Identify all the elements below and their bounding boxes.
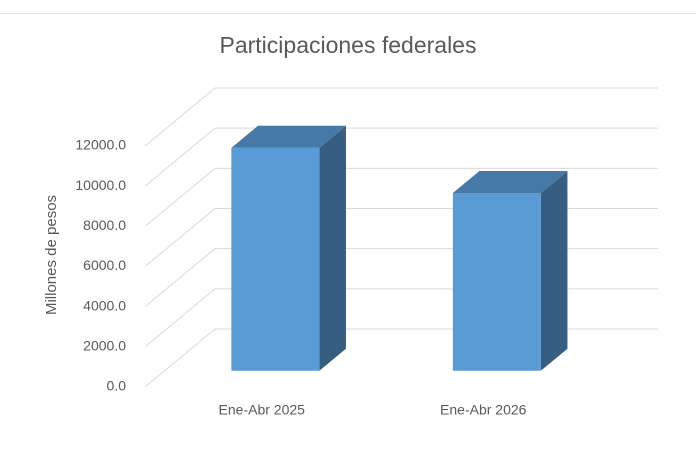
y-tick-label: 12000.0 bbox=[75, 137, 126, 153]
grid-line bbox=[144, 87, 658, 147]
y-tick-label: 8000.0 bbox=[83, 217, 126, 233]
bar-side bbox=[319, 125, 346, 371]
bar-top bbox=[452, 170, 568, 194]
grid-line bbox=[144, 167, 658, 227]
x-tick-label: Ene-Abr 2025 bbox=[219, 402, 306, 418]
y-tick-label: 6000.0 bbox=[83, 257, 126, 273]
grid-line bbox=[144, 288, 658, 348]
y-tick-label: 10000.0 bbox=[75, 177, 126, 193]
bar bbox=[452, 193, 541, 371]
bar-side bbox=[540, 170, 568, 371]
y-tick-label: 2000.0 bbox=[83, 338, 126, 354]
grid-line bbox=[144, 328, 658, 388]
grid-line bbox=[144, 248, 658, 308]
chart-title: Participaciones federales bbox=[220, 32, 477, 58]
bar bbox=[231, 147, 320, 371]
y-tick-label: 4000.0 bbox=[83, 297, 126, 313]
y-axis-title: Millones de pesos bbox=[43, 195, 60, 315]
x-tick-label: Ene-Abr 2026 bbox=[440, 402, 527, 418]
y-tick-label: 0.0 bbox=[107, 378, 127, 394]
bar-top bbox=[231, 125, 346, 148]
grid-line bbox=[144, 208, 658, 267]
grid-line bbox=[144, 127, 658, 187]
